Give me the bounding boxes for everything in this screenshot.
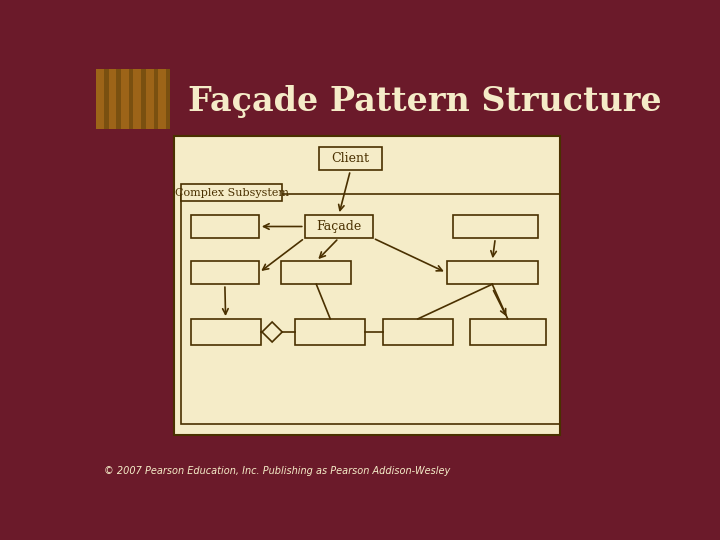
Bar: [446, 261, 538, 284]
Bar: [174, 137, 559, 435]
Bar: [191, 319, 261, 345]
Bar: [181, 194, 559, 423]
Bar: [191, 261, 259, 284]
Bar: [191, 215, 259, 238]
Bar: [181, 184, 282, 201]
Bar: [109, 69, 117, 129]
Text: Client: Client: [331, 152, 369, 165]
Text: © 2007 Pearson Education, Inc. Publishing as Pearson Addison-Wesley: © 2007 Pearson Education, Inc. Publishin…: [104, 467, 450, 476]
Bar: [121, 69, 129, 129]
Polygon shape: [262, 322, 282, 342]
Bar: [133, 69, 141, 129]
Bar: [96, 69, 104, 129]
Bar: [469, 319, 546, 345]
Bar: [96, 69, 170, 129]
Bar: [453, 215, 538, 238]
Text: Façade: Façade: [316, 220, 361, 233]
Bar: [305, 215, 373, 238]
Bar: [319, 147, 382, 170]
Text: Façade Pattern Structure: Façade Pattern Structure: [189, 85, 662, 118]
Bar: [145, 69, 153, 129]
Text: Complex Subsystem: Complex Subsystem: [175, 187, 289, 198]
Bar: [158, 69, 166, 129]
Bar: [295, 319, 365, 345]
Bar: [383, 319, 453, 345]
Bar: [282, 261, 351, 284]
